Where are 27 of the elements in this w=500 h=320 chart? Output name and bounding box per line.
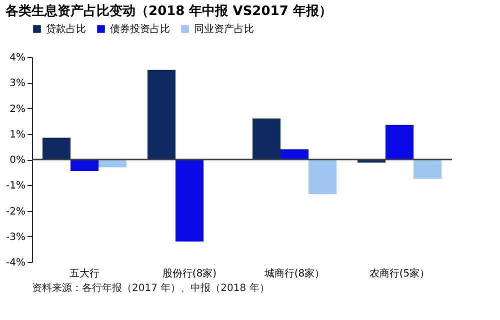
bar [308, 160, 336, 194]
bar [148, 70, 176, 160]
bar [42, 138, 70, 160]
y-tick-label: 0% [10, 155, 26, 166]
chart-title: 各类生息资产占比变动（2018 年中报 VS2017 年报） [4, 3, 332, 19]
y-tick-label: -1% [6, 180, 26, 192]
y-tick-label: 3% [10, 78, 26, 90]
y-tick-label: 2% [10, 104, 26, 115]
bar [176, 160, 204, 242]
bar [252, 118, 280, 160]
bar [280, 149, 308, 160]
legend-label: 贷款占比 [46, 23, 86, 35]
y-tick-label: -2% [6, 206, 26, 218]
bar [414, 160, 442, 179]
x-tick-label: 股份行(8家) [162, 268, 217, 280]
bar [70, 160, 98, 172]
y-tick-label: 1% [10, 129, 26, 140]
legend-label: 债券投资占比 [110, 23, 170, 35]
y-tick-label: -4% [6, 258, 26, 268]
x-tick-label: 农商行(5家） [369, 268, 430, 280]
legend-label: 同业资产占比 [194, 23, 254, 35]
bar [386, 124, 414, 160]
y-tick-label: 4% [10, 52, 26, 64]
text: 资料来源：各行年报（2017 年）、中报（2018 年） [32, 282, 270, 294]
y-tick-label: -3% [6, 232, 26, 243]
x-tick-label: 五大行 [70, 268, 100, 280]
x-tick-label: 城商行(8家） [263, 268, 325, 280]
